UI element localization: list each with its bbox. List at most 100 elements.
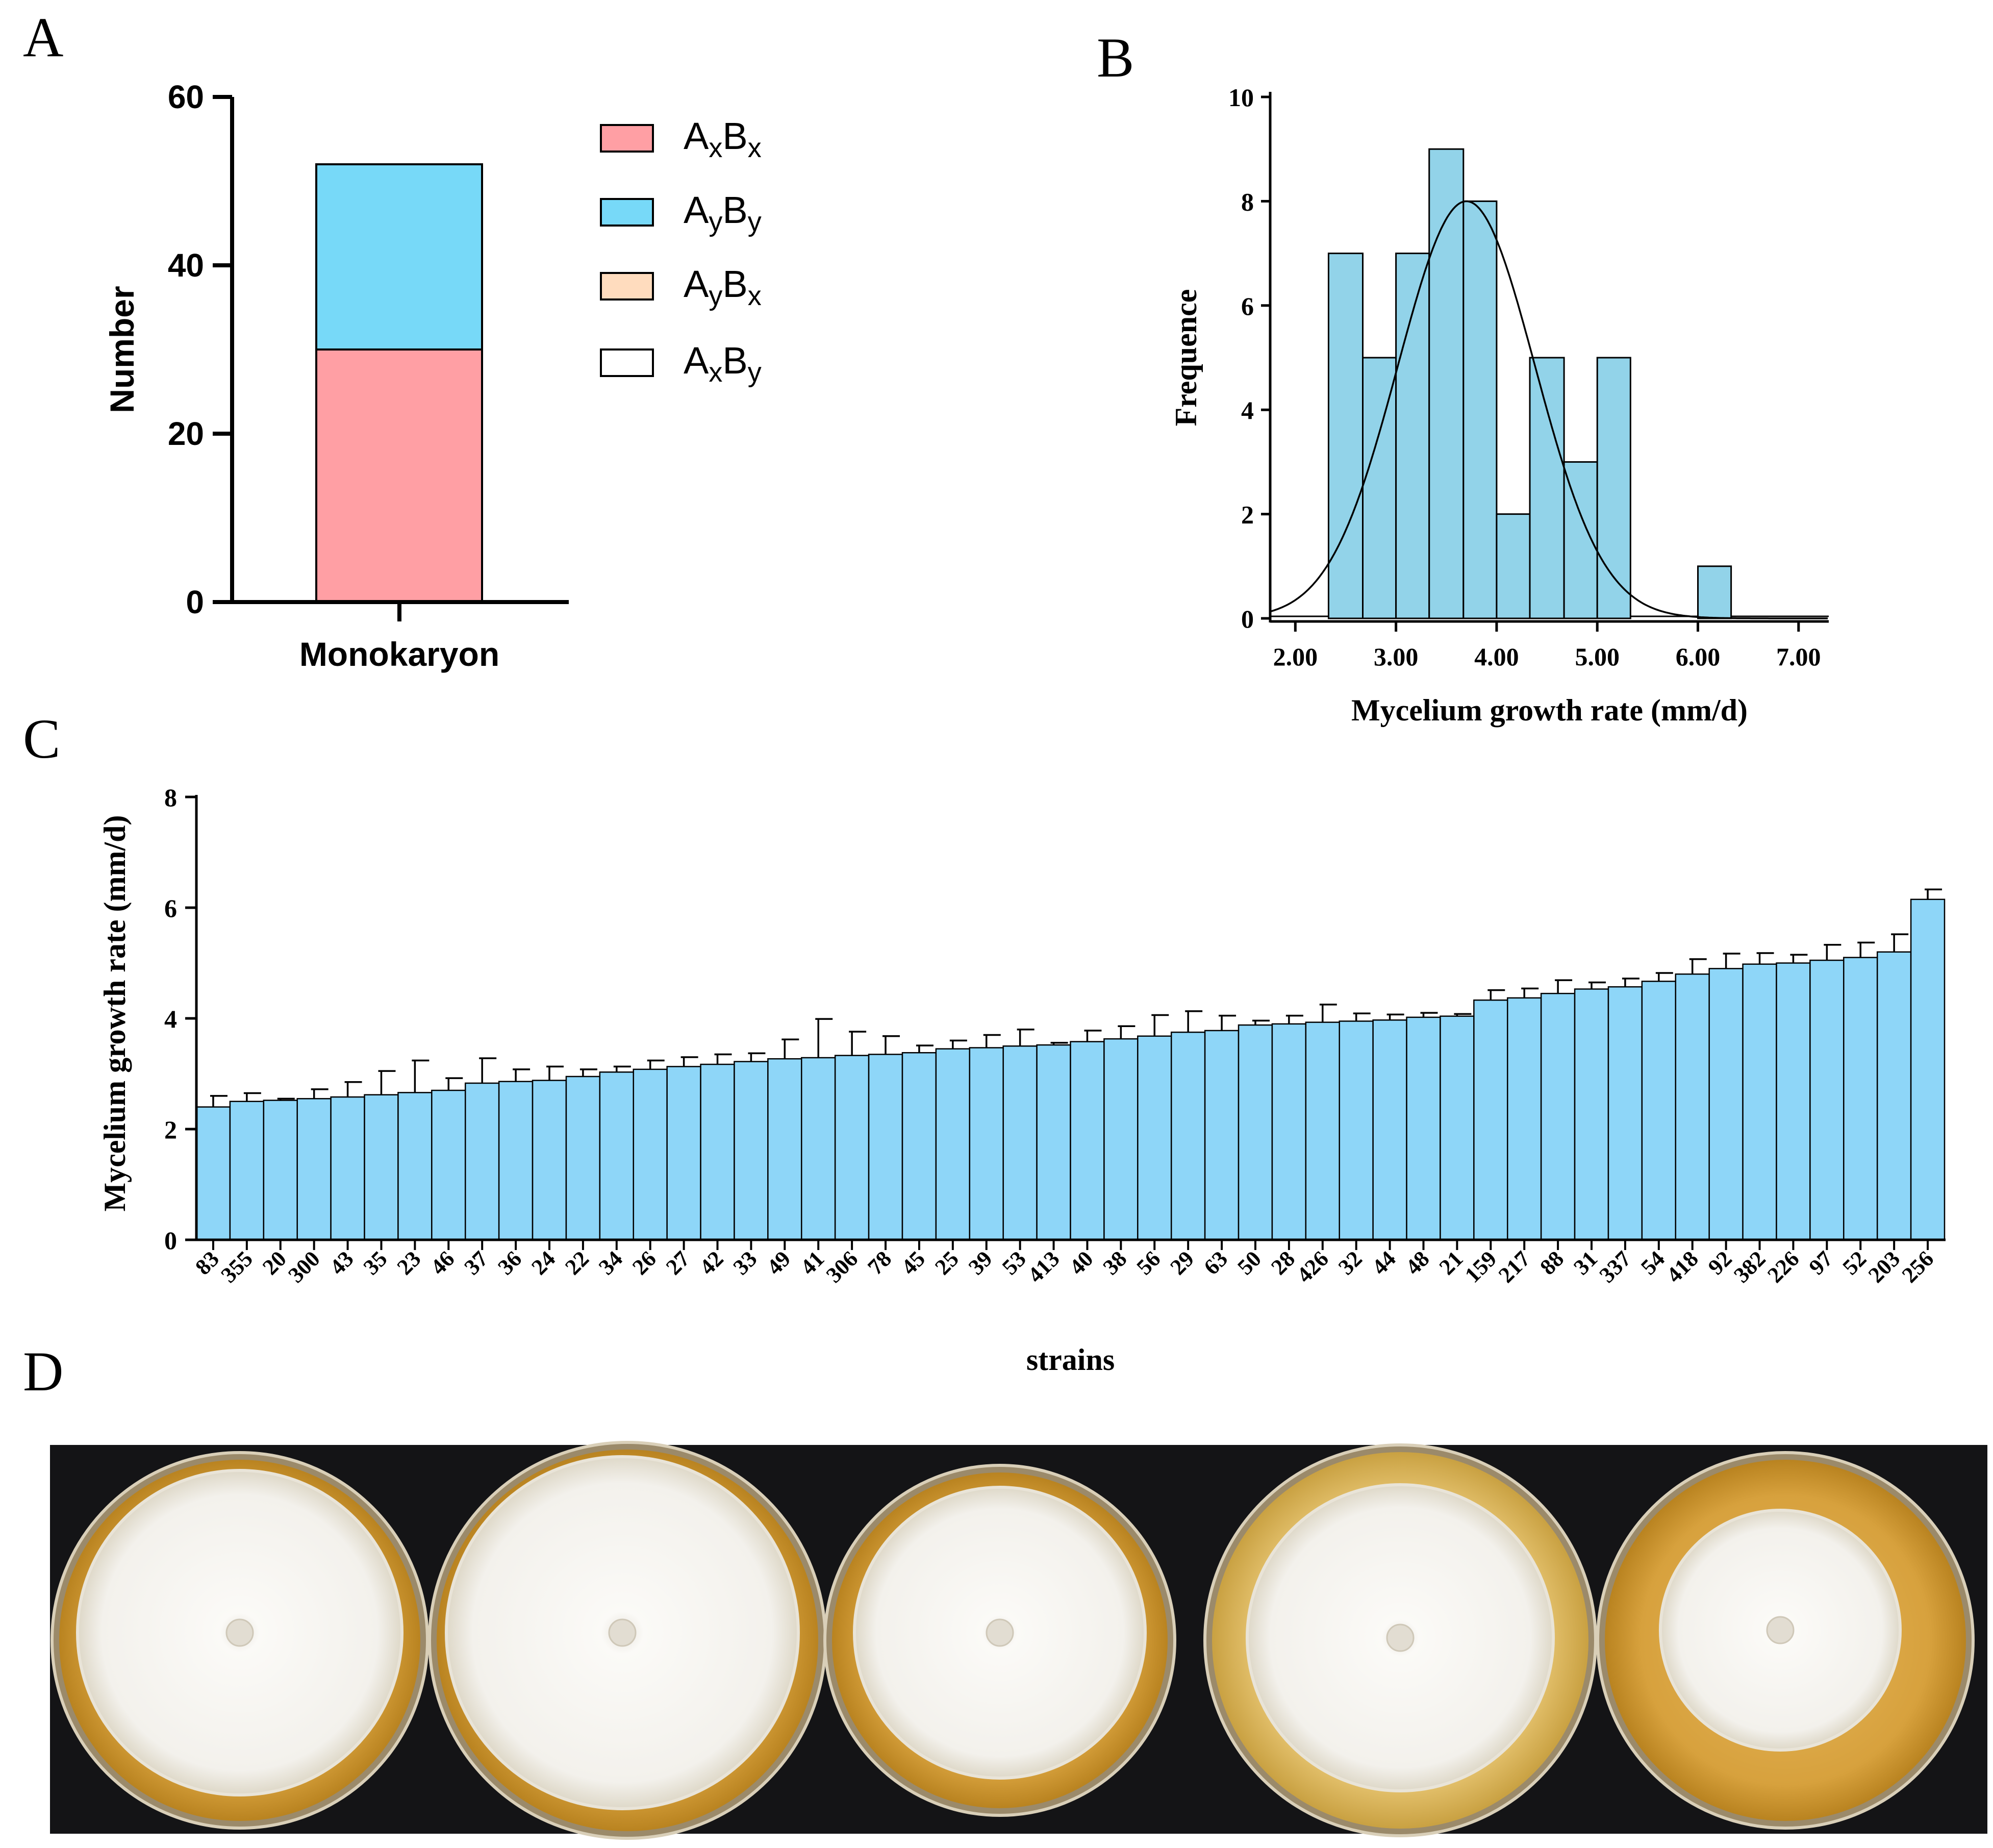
panel-c-x-tick-label: 300	[283, 1246, 324, 1287]
panel-c-bars	[195, 898, 1946, 1241]
panel-c-bar-38	[1103, 1038, 1139, 1241]
panel-a-bar-ayby	[315, 163, 483, 351]
panel-c-x-tick-label: 56	[1132, 1246, 1166, 1280]
panel-b-y-tick-label: 6	[1241, 292, 1254, 320]
panel-c-x-tick-label: 53	[997, 1246, 1031, 1280]
panel-c-bar-56	[1137, 1035, 1172, 1241]
panel-b-y-axis-label: Frequence	[1169, 289, 1203, 427]
panel-c-x-tick-label: 22	[560, 1246, 594, 1280]
panel-c-x-tick-label: 42	[695, 1246, 728, 1280]
panel-c-bar-37	[464, 1082, 500, 1241]
inoculum-plug	[225, 1618, 254, 1647]
panel-a-y-tick-label: 0	[186, 584, 204, 620]
panel-b-bin-bar	[1462, 200, 1498, 619]
panel-c-x-axis-label: strains	[1026, 1343, 1115, 1377]
panel-a-bar-axbx	[315, 348, 483, 603]
panel-b-x-tick-label: 6.00	[1676, 642, 1721, 671]
panel-c-x-tick-label: 46	[426, 1246, 460, 1280]
panel-c-x-tick-label: 23	[392, 1246, 426, 1280]
panel-c-x-tick-label: 50	[1232, 1246, 1266, 1280]
panel-c-bar-300	[296, 1098, 332, 1241]
panel-a-y-tick-label: 20	[168, 415, 204, 452]
panel-c-bar-27	[666, 1066, 701, 1241]
panel-c-bar-24	[532, 1080, 567, 1241]
inoculum-plug	[608, 1618, 637, 1647]
panel-c-bar-36	[498, 1081, 534, 1241]
panel-c-x-tick-label: 43	[325, 1246, 359, 1280]
panel-c-x-tick-label: 78	[863, 1246, 896, 1280]
panel-c-bar-44	[1372, 1019, 1407, 1241]
panel-c-y-tick-label: 6	[164, 894, 177, 922]
panel-c-x-tick-label: 306	[821, 1246, 863, 1287]
panel-b-histogram: 0 2 4 6 8 10 2.00 3.00 4.00 5.00 6.00 7.00 Mycelium…	[1169, 83, 1829, 727]
panel-c-error-bars	[210, 888, 1942, 1107]
panel-letter-b: B	[1097, 27, 1134, 89]
panel-b-histogram-bars	[1270, 148, 1829, 619]
panel-c-x-tick-label: 26	[627, 1246, 661, 1280]
panel-c-x-tick-label: 54	[1636, 1246, 1670, 1280]
petri-dish-2	[428, 1441, 827, 1840]
panel-c-x-tick-label: 97	[1804, 1246, 1838, 1280]
panel-c-bar-23	[397, 1092, 433, 1241]
panel-c-bar-355	[229, 1101, 265, 1241]
panel-c-x-tick-label: 83	[190, 1246, 224, 1280]
panel-a-legend-label-axbx: AxBx	[684, 115, 762, 163]
panel-b-x-tick-label: 5.00	[1575, 642, 1620, 671]
panel-c-bar-28	[1271, 1023, 1307, 1241]
panel-c-x-tick-label: 33	[728, 1246, 762, 1280]
panel-a-legend-label-ayby: AyBy	[684, 189, 762, 237]
panel-c-x-tick-label: 34	[594, 1246, 627, 1280]
panel-c-x-tick-label: 39	[964, 1246, 997, 1280]
panel-d-petri-dish-photo	[50, 1441, 1987, 1840]
panel-c-x-tick-label: 20	[258, 1246, 291, 1280]
panel-c-x-tick-label: 45	[896, 1246, 930, 1280]
panel-c-bar-337	[1607, 986, 1643, 1241]
panel-letter-a: A	[23, 6, 63, 68]
panel-b-bin-bar	[1496, 513, 1531, 619]
panel-c-y-tick-label: 2	[164, 1115, 177, 1144]
panel-c-x-tick-label: 426	[1292, 1246, 1333, 1287]
panel-a-legend: AxBx AyBy AyBx AxBy	[600, 115, 762, 388]
panel-b-axes	[1269, 92, 1829, 623]
panel-c-x-tick-label: 41	[796, 1246, 829, 1280]
panel-c-bar-48	[1406, 1016, 1441, 1241]
panel-b-y-tick-label: 0	[1241, 605, 1254, 633]
panel-c-bar-49	[767, 1058, 802, 1241]
panel-a-category-label: Monokaryon	[299, 635, 499, 673]
panel-c-x-tick-label: 203	[1863, 1246, 1905, 1287]
panel-b-bin-bar	[1362, 357, 1397, 619]
panel-c-x-tick-label: 36	[493, 1246, 526, 1280]
panel-c-x-tick-label: 413	[1023, 1246, 1064, 1287]
panel-c-bar-203	[1876, 951, 1912, 1241]
panel-c-x-tick-label: 337	[1595, 1246, 1636, 1287]
panel-c-x-tick-label: 418	[1661, 1246, 1703, 1287]
panel-b-x-tick-label: 2.00	[1273, 642, 1318, 671]
panel-b-bin-bar	[1327, 253, 1364, 619]
panel-c-bar-78	[868, 1054, 903, 1241]
panel-c-x-tick-label: 40	[1065, 1246, 1098, 1280]
petri-dish-5	[1596, 1451, 1975, 1830]
panel-c-y-tick-label: 0	[164, 1226, 177, 1255]
panel-a-y-tick-label: 60	[168, 79, 204, 115]
panel-c-x-tick-label: 382	[1729, 1246, 1770, 1287]
panel-c-bar-25	[935, 1048, 971, 1241]
panel-d-dishes	[51, 1441, 1975, 1840]
panel-b-x-tick-label: 7.00	[1776, 642, 1821, 671]
panel-letter-c: C	[23, 708, 60, 770]
panel-c-bar-31	[1574, 988, 1609, 1241]
panel-c-x-tick-label: 226	[1762, 1246, 1804, 1287]
panel-c-bar-50	[1238, 1024, 1273, 1241]
panel-c-x-tick-label: 44	[1367, 1246, 1401, 1280]
panel-b-ticks: 0 2 4 6 8 10 2.00 3.00 4.00 5.00 6.00 7.00	[1228, 83, 1821, 671]
panel-c-bar-40	[1070, 1041, 1105, 1241]
panel-c-y-tick-label: 8	[164, 783, 177, 812]
panel-c-bar-52	[1843, 957, 1878, 1241]
panel-letter-d: D	[23, 1340, 63, 1403]
panel-c-bar-21	[1440, 1015, 1475, 1241]
panel-b-bin-bar	[1395, 253, 1430, 619]
panel-c-x-tick-label: 37	[459, 1246, 493, 1280]
